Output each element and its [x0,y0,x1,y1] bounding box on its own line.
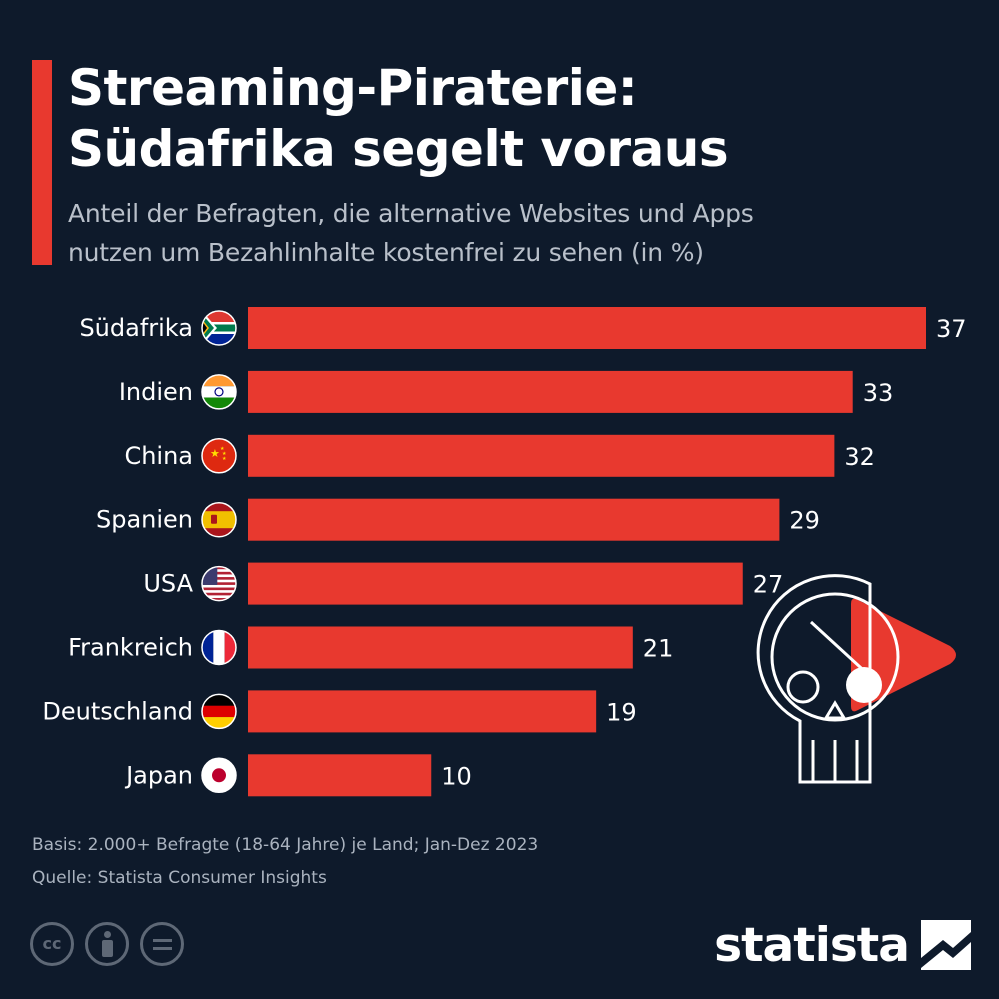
by-icon-head [104,931,111,938]
nd-icon[interactable] [140,922,184,966]
bar-spanien [248,498,780,541]
value-label-deutschland: 19 [606,698,637,726]
spain-flag-icon [201,501,237,538]
nd-icon-bar-bottom [153,947,172,950]
category-label-indien: Indien [119,378,193,406]
value-label-indien: 33 [863,379,894,407]
category-label-china: China [124,442,193,470]
cc-icon-label: cc [42,934,62,953]
eyepatch-strap [809,620,874,680]
value-label-china: 32 [844,443,875,471]
subtitle-line-2: nutzen um Bezahlinhalte kostenfrei zu se… [68,238,704,267]
chart-title: Streaming-Piraterie: Südafrika segelt vo… [68,58,968,180]
category-label-deutschland: Deutschland [42,697,193,725]
svg-text:★: ★ [222,451,227,457]
category-label-spanien: Spanien [96,506,193,534]
pirate-skull-play-icon [756,574,956,784]
by-icon-body [102,940,113,957]
germany-flag-icon [201,693,237,730]
category-label-usa: USA [143,570,193,598]
footer-basis-note: Basis: 2.000+ Befragte (18-64 Jahre) je … [32,835,539,855]
bar-china [248,434,835,477]
south-africa-flag-icon [201,310,237,346]
subtitle-line-1: Anteil der Befragten, die alternative We… [68,199,754,228]
bar-südafrika [248,307,926,349]
brand-wordmark: statista [714,917,910,973]
usa-flag-icon [201,565,237,602]
value-label-frankreich: 21 [643,635,674,663]
china-flag-icon: ★ ★★★ [201,438,237,474]
japan-flag-icon [201,757,237,794]
svg-text:★: ★ [210,447,220,460]
by-icon[interactable] [85,922,129,966]
title-line-2: Südafrika segelt voraus [68,120,729,178]
india-flag-icon [201,374,237,410]
statista-mark-icon [921,920,971,970]
chart-subtitle: Anteil der Befragten, die alternative We… [68,194,968,272]
value-label-japan: 10 [441,762,472,790]
france-flag-icon [201,629,237,666]
bar-frankreich [248,626,633,669]
skull-eyepatch [846,667,882,703]
title-line-1: Streaming-Piraterie: [68,59,638,117]
cc-icon[interactable]: cc [30,922,74,966]
value-label-südafrika: 37 [936,315,967,343]
svg-text:★: ★ [222,456,227,462]
value-label-spanien: 29 [789,507,820,535]
skull-eye-left [786,670,820,704]
bar-deutschland [248,690,597,733]
skull-outline-head [770,592,900,722]
category-label-frankreich: Frankreich [68,634,193,662]
statista-logo[interactable]: statista [714,915,971,975]
bar-usa [248,562,743,605]
svg-text:★: ★ [220,446,225,452]
bar-indien [248,370,853,413]
title-accent-bar [32,60,52,265]
nd-icon-bar-top [153,939,172,942]
license-icons: cc [30,922,184,972]
skull-nose [823,700,847,720]
skull-outline [756,574,872,784]
footer-source-note: Quelle: Statista Consumer Insights [32,868,327,888]
category-label-südafrika: Südafrika [79,314,193,342]
value-label-usa: 27 [753,571,784,599]
bar-japan [248,754,432,797]
category-label-japan: Japan [124,761,193,789]
